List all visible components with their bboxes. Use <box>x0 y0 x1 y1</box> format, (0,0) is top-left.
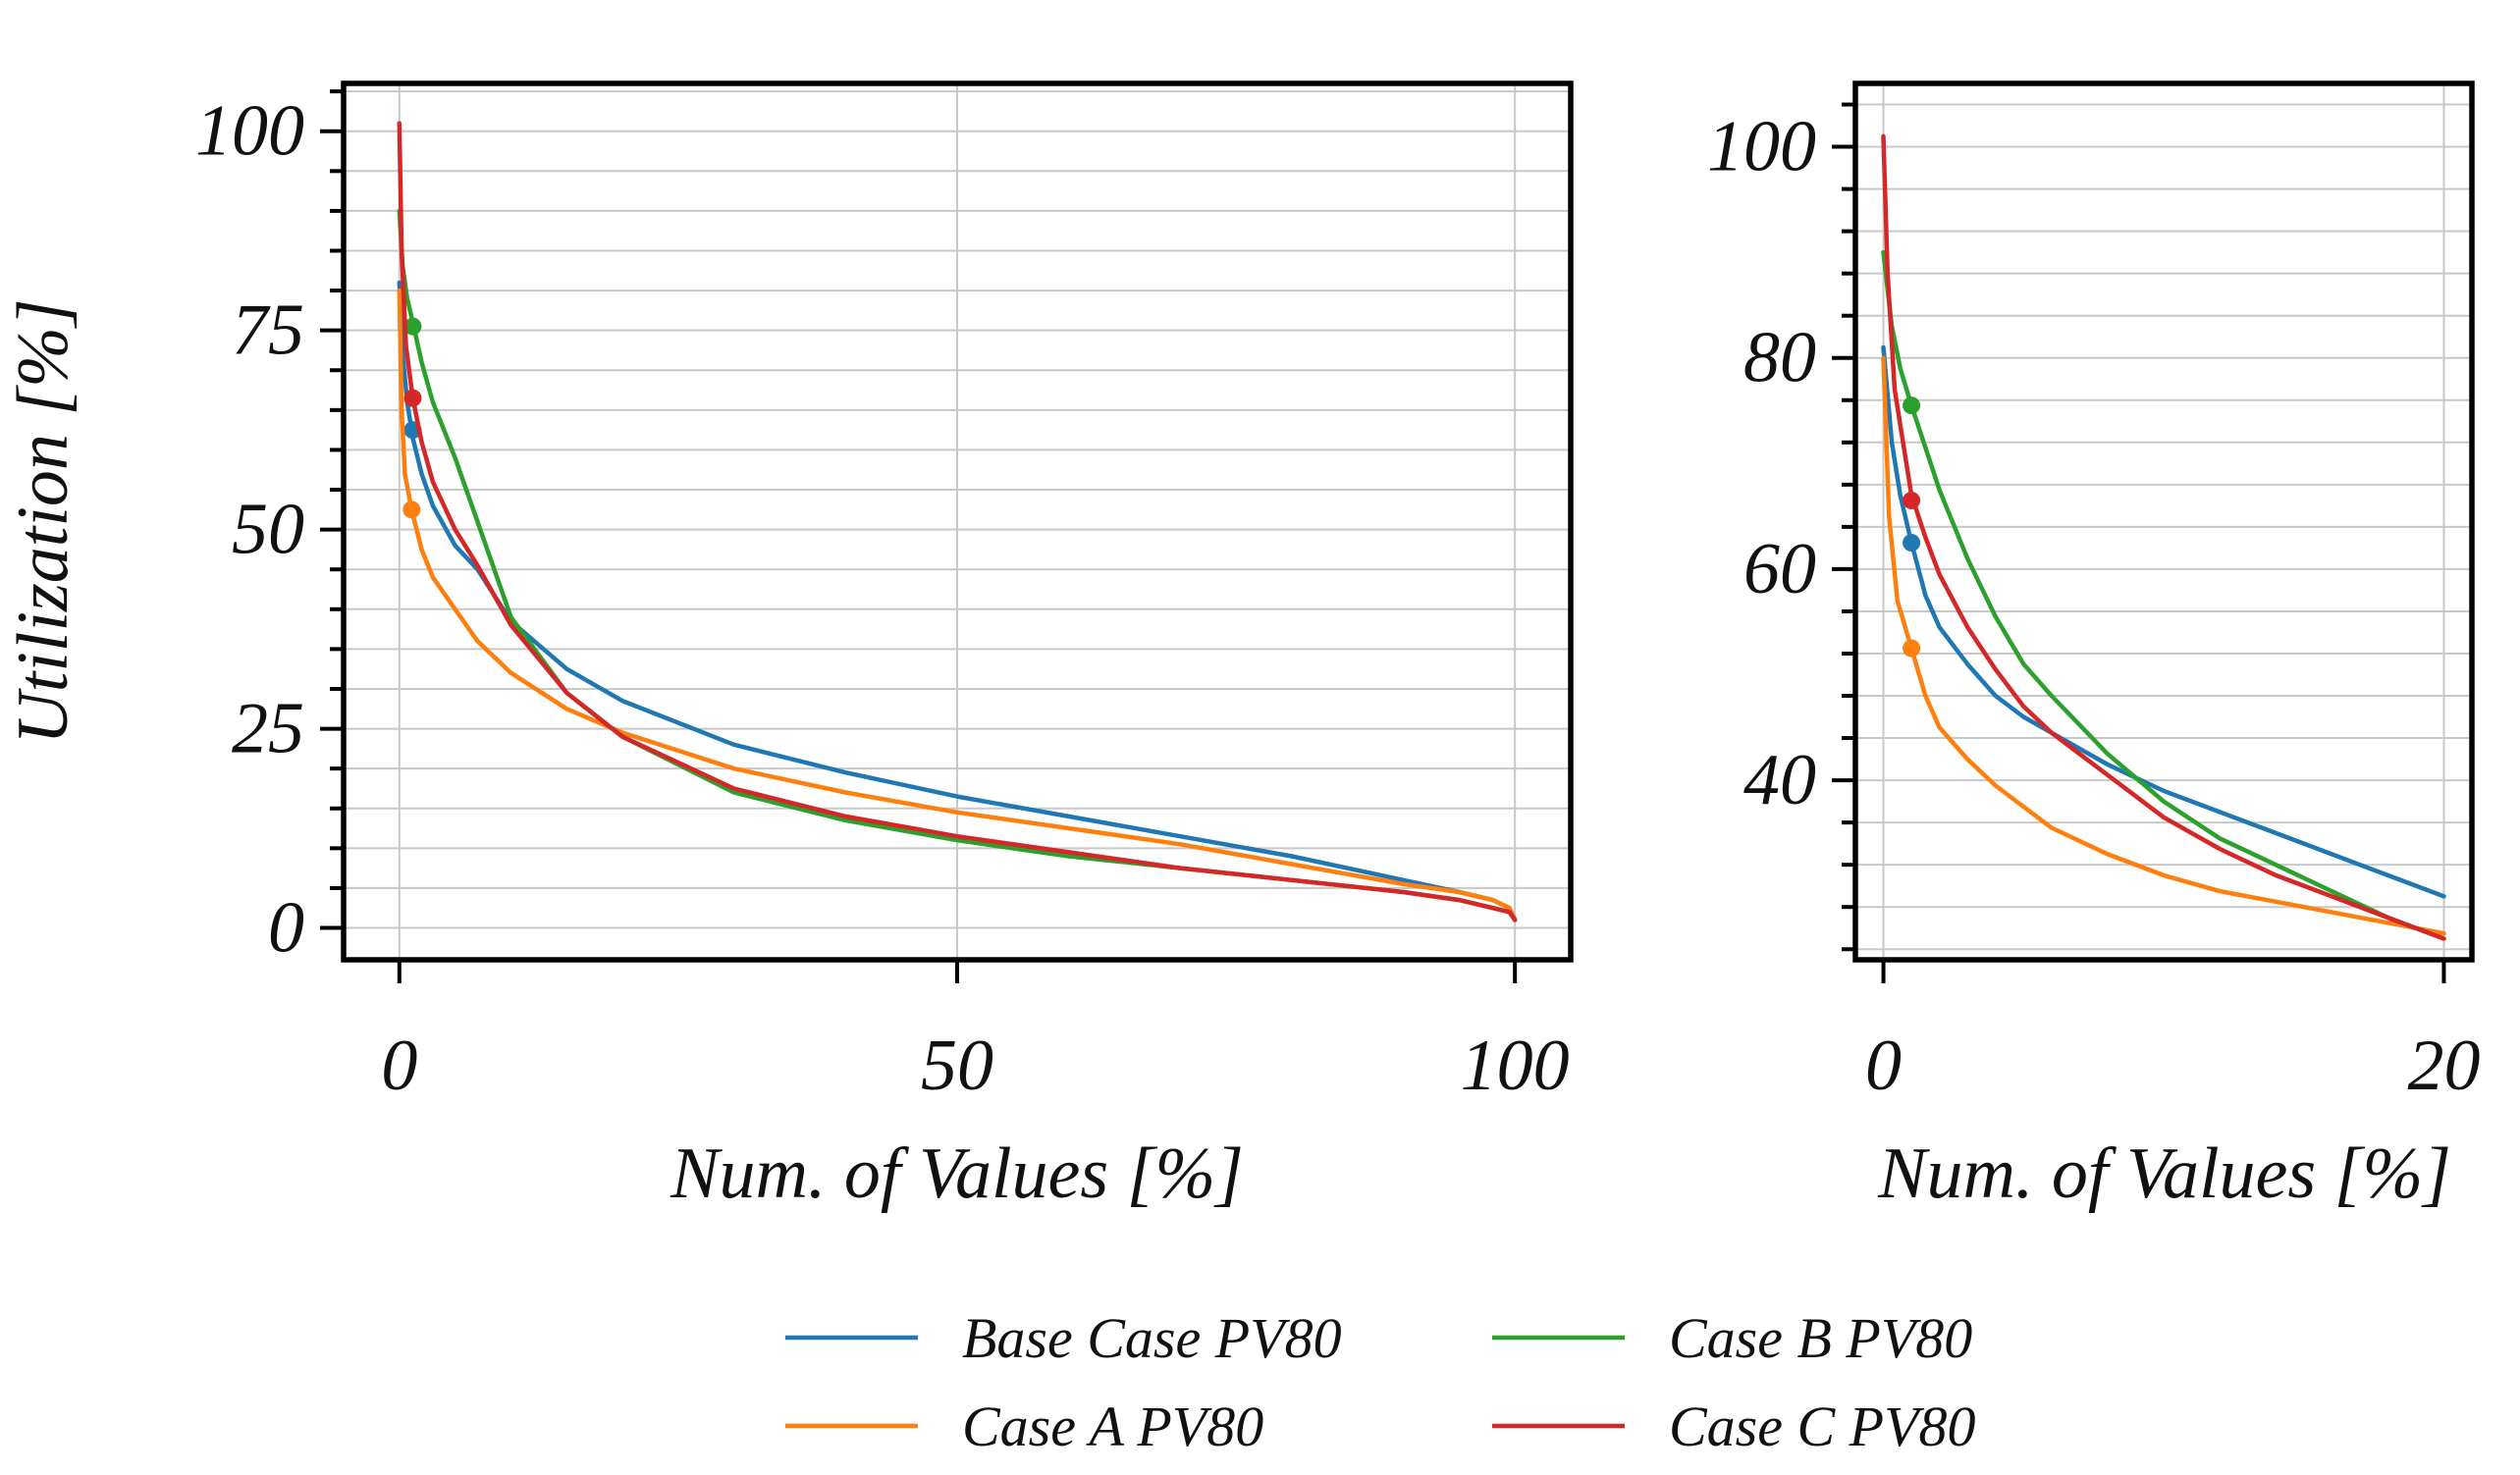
x-tick-label: 20 <box>2407 1026 2480 1106</box>
series-line-3 <box>1881 133 2446 941</box>
y-tick-label: 60 <box>1743 529 1816 609</box>
x-tick-label: 0 <box>1865 1026 1902 1106</box>
legend-label-3: Case C PV80 <box>1669 1395 1976 1458</box>
series-marker-1 <box>1903 639 1921 658</box>
y-tick-label: 50 <box>232 490 304 570</box>
series-marker-3 <box>1903 491 1921 509</box>
y-tick-label: 25 <box>232 689 304 769</box>
series-line-1 <box>397 288 1518 922</box>
series-line-2 <box>1881 249 2446 941</box>
legend-label-2: Case A PV80 <box>962 1395 1263 1458</box>
x-tick-label: 0 <box>381 1026 417 1106</box>
series-line-3 <box>397 121 1518 922</box>
axes-frame <box>341 80 1574 963</box>
y-tick-label: 40 <box>1743 740 1816 820</box>
series-line-1 <box>1881 355 2446 936</box>
series-marker-2 <box>403 317 422 336</box>
x-tick-label: 50 <box>921 1026 993 1106</box>
y-tick-label: 75 <box>232 290 304 371</box>
y-axis-label: Utilization [%] <box>3 298 83 744</box>
y-tick-label: 0 <box>268 888 304 969</box>
zoom-panel: 40 60 80 100 0 20 Num. of Values [%] <box>1707 80 2480 1214</box>
legend-label-0: Base Case PV80 <box>962 1306 1342 1370</box>
series-marker-2 <box>1903 396 1921 415</box>
series-marker-0 <box>1903 534 1921 553</box>
legend: Base Case PV80 Case B PV80 Case A PV80 Case… <box>785 1306 1976 1458</box>
x-axis-label: Num. of Values [%] <box>1877 1133 2451 1214</box>
series-marker-3 <box>403 389 422 407</box>
x-axis-label: Num. of Values [%] <box>670 1133 1244 1214</box>
full-range-panel: 0 25 50 75 100 0 50 100 Num. of Values [%] Utiliz… <box>3 80 1574 1214</box>
y-tick-label: 80 <box>1743 318 1816 398</box>
x-tick-label: 100 <box>1461 1026 1570 1106</box>
legend-label-1: Case B PV80 <box>1669 1306 1972 1370</box>
series-marker-1 <box>402 500 421 519</box>
series-line-0 <box>1881 344 2446 899</box>
y-tick-label: 100 <box>1707 107 1816 187</box>
axes-frame <box>1852 80 2475 963</box>
y-tick-label: 100 <box>195 91 304 172</box>
